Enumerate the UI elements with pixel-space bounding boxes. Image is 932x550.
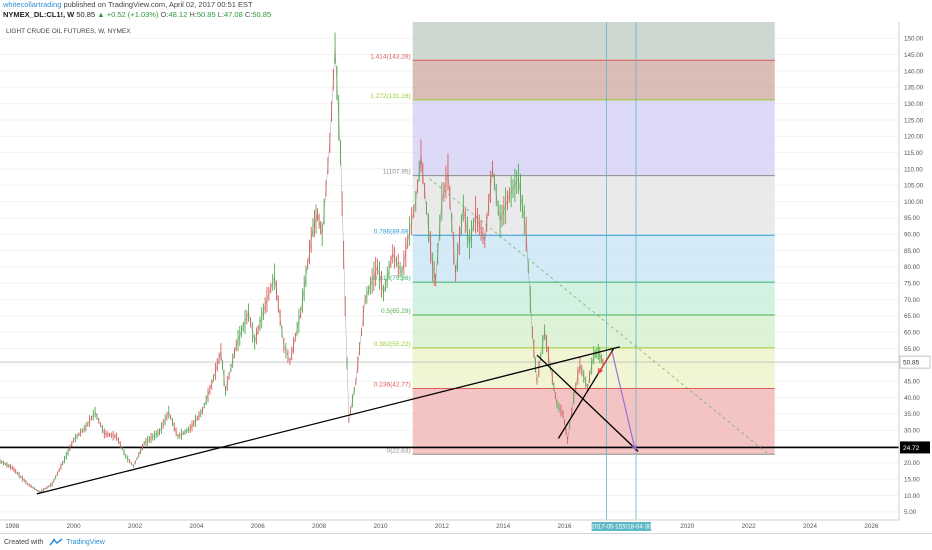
y-tick-label: 65.00 [904,313,920,320]
y-tick-label: 70.00 [904,297,920,304]
fib-level-label: 1.414(143.28) [370,53,410,60]
y-tick-label: 30.00 [904,427,920,434]
fib-level-label: 1.272(131.16) [370,93,410,100]
open-value: 48.12 [168,10,188,19]
projection-arrow [611,351,636,450]
x-tick-label: 2026 [864,523,879,530]
y-tick-label: 115.00 [904,150,923,157]
y-tick-label: 100.00 [904,199,924,206]
y-tick-label: 85.00 [904,248,920,255]
close-value: 50.85 [252,10,272,19]
y-tick-label: 90.00 [904,232,920,239]
price-chart[interactable]: 0(22.63) 0.236(42.77) 0.382(55.22) 0.5(65.2… [0,22,932,533]
y-tick-label: 55.00 [904,346,920,353]
arrow-head-icon [597,368,603,375]
dashed-projection-line [429,178,768,454]
y-tick-label: 45.00 [904,379,920,386]
fib-zone [412,175,775,236]
quote-line: NYMEX_DL:CL1!, W 50.85 ▲ +0.52 (+1.03%) … [3,10,932,20]
high-label: H: [189,10,197,19]
x-tick-label: 2010 [373,523,388,530]
x-tick-label: 2002 [128,523,143,530]
projection-arrow [597,351,613,374]
last-price: 50.85 [76,10,96,19]
fib-level-label: 0.618(75.36) [374,275,411,282]
x-tick-label: 2020 [680,523,695,530]
x-tick-label: 1998 [5,523,20,530]
fib-zone [412,388,775,455]
high-value: 50.85 [196,10,216,19]
low-value: 47.08 [223,10,243,19]
fib-zone [412,22,775,61]
chart-header: whitecollartrading published on TradingV… [0,0,932,22]
date-marker-badge [621,522,652,531]
fib-level-label: 0.5(65.29) [381,308,411,315]
fib-level-label: 1(107.95) [383,169,411,176]
open-label: O: [160,10,169,19]
y-tick-label: 150.00 [904,36,924,43]
support-price-badge [900,441,930,454]
author-link[interactable]: whitecollartrading [3,0,62,9]
y-tick-label: 20.00 [904,460,920,467]
y-tick-label: 110.00 [904,166,923,173]
y-tick-label: 145.00 [904,52,924,59]
fib-level-label: 0.236(42.77) [374,381,411,388]
y-tick-label: 95.00 [904,215,920,222]
y-tick-label: 60.00 [904,330,920,337]
close-label: C: [244,10,253,19]
x-tick-label: 2004 [189,523,204,530]
symbol-label: NYMEX_DL:CL1!, W [3,10,75,19]
y-tick-label: 80.00 [904,264,920,271]
tradingview-logo-icon[interactable] [49,538,63,546]
fib-zone [412,282,775,315]
price-change: +0.52 (+1.03%) [106,10,159,19]
date-marker-badge [591,522,622,531]
x-tick-label: 2006 [251,523,266,530]
x-tick-label: 2022 [742,523,757,530]
x-tick-label: 2014 [496,523,511,530]
fib-level-label: 0(22.63) [386,447,410,454]
y-tick-label: 135.00 [904,85,924,92]
fib-zone [412,235,775,283]
x-tick-label: 2024 [803,523,818,530]
trendline [36,346,620,495]
y-tick-label: 5.00 [904,509,917,516]
fib-zone [412,314,775,348]
y-tick-label: 105.00 [904,183,924,190]
y-tick-label: 10.00 [904,493,920,500]
publish-line: whitecollartrading published on TradingV… [3,0,932,10]
published-text: published on TradingView.com, April 02, … [63,0,253,9]
date-marker-label: 2018-04-30 [621,525,652,531]
x-tick-label: 2012 [435,523,450,530]
fib-level-label: 0.786(89.69) [374,228,411,235]
support-price-label: 24.72 [903,445,920,452]
current-price-badge [899,355,931,369]
y-tick-label: 130.00 [904,101,924,108]
current-price-label: 50.85 [903,360,920,367]
date-marker-label: 2017-05-15 [591,525,622,531]
price-series-line [0,48,604,493]
y-tick-label: 35.00 [904,411,920,418]
low-label: L: [217,10,224,19]
y-tick-label: 40.00 [904,395,920,402]
trendline [536,354,639,452]
fib-zone [412,99,775,176]
tradingview-brand[interactable]: TradingView [66,538,105,546]
fib-zone [412,60,775,100]
y-tick-label: 75.00 [904,281,920,288]
x-tick-label: 2008 [312,523,327,530]
y-axis-background [899,22,932,520]
x-tick-label: 2000 [67,523,82,530]
x-tick-label: 2016 [558,523,573,530]
change-up-icon: ▲ [97,10,105,19]
y-tick-label: 125.00 [904,117,924,124]
y-tick-label: 120.00 [904,134,924,141]
y-tick-label: 140.00 [904,68,924,75]
y-tick-label: 15.00 [904,476,920,483]
footer: Created with TradingView [0,533,932,550]
panel-title: LIGHT CRUDE OIL FUTURES, W, NYMEX [6,28,131,35]
arrow-head-icon [631,444,637,452]
created-with-text: Created with [4,538,44,546]
fib-level-label: 0.382(55.22) [374,341,411,348]
